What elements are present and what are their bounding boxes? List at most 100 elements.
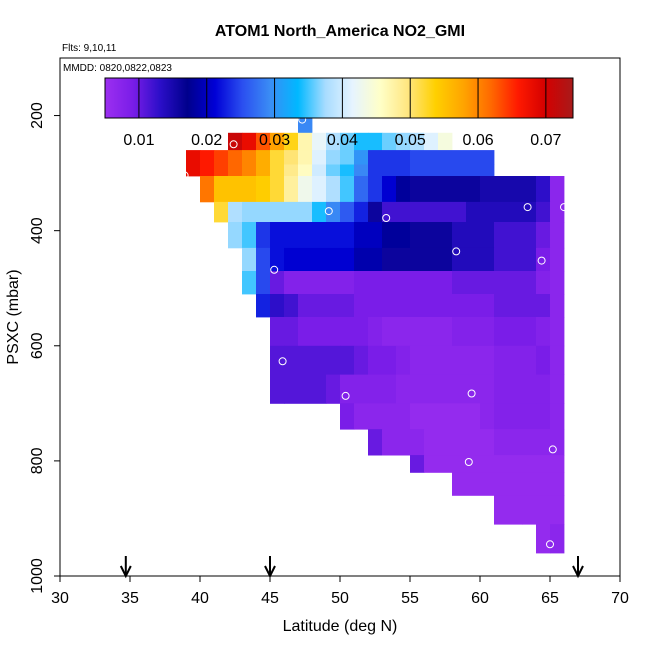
heatmap-cell bbox=[284, 294, 299, 318]
heatmap-cell bbox=[256, 271, 271, 295]
colorbar bbox=[104, 77, 574, 119]
heatmap-cell bbox=[494, 374, 537, 404]
heatmap-cell bbox=[340, 132, 355, 151]
heatmap-cell bbox=[284, 222, 355, 249]
heatmap-cell bbox=[536, 403, 551, 430]
heatmap-cell bbox=[536, 345, 551, 375]
heatmap-cell bbox=[466, 201, 537, 223]
flight-arrow-head bbox=[119, 565, 132, 579]
heatmap-cell bbox=[382, 429, 425, 456]
heatmap-cell bbox=[354, 345, 369, 375]
chart-subtitle: Flts: 9,10,11 bbox=[62, 43, 117, 54]
heatmap-cell bbox=[368, 403, 411, 430]
heatmap-cell bbox=[340, 176, 355, 203]
heatmap-cell bbox=[522, 495, 565, 525]
heatmap-cell bbox=[354, 294, 453, 318]
heatmap-cell bbox=[242, 176, 257, 203]
heatmap-cell bbox=[284, 317, 299, 347]
heatmap-cell bbox=[368, 176, 383, 203]
heatmap-cell bbox=[550, 201, 565, 223]
heatmap-cell bbox=[396, 176, 411, 203]
heatmap-cell bbox=[382, 201, 467, 223]
heatmap-cell bbox=[284, 345, 341, 375]
heatmap-cell bbox=[368, 201, 383, 223]
heatmap-cell bbox=[396, 374, 495, 404]
colorbar-tick-label: 0.05 bbox=[395, 132, 426, 149]
heatmap-cell bbox=[536, 294, 551, 318]
heatmap-cell bbox=[298, 176, 313, 203]
colorbar-tick-label: 0.03 bbox=[259, 132, 290, 149]
heatmap-cell bbox=[200, 164, 215, 177]
y-tick-label: 400 bbox=[29, 217, 46, 244]
heatmap-cell bbox=[550, 271, 565, 295]
heatmap-cell bbox=[228, 132, 243, 151]
heatmap-cell bbox=[340, 374, 397, 404]
heatmap-cell bbox=[256, 222, 271, 249]
heatmap-cell bbox=[410, 222, 453, 249]
observation-circle bbox=[560, 203, 568, 212]
x-tick-label: 50 bbox=[331, 590, 349, 607]
heatmap-cell bbox=[452, 247, 495, 272]
heatmap-cell bbox=[340, 345, 355, 375]
heatmap-cell bbox=[550, 345, 565, 375]
x-tick-label: 60 bbox=[471, 590, 489, 607]
heatmap-cell bbox=[410, 150, 495, 165]
observation-circle bbox=[452, 247, 461, 256]
heatmap-cell bbox=[242, 222, 257, 249]
heatmap-cell bbox=[536, 455, 565, 473]
observation-circle bbox=[359, 119, 368, 127]
heatmap-cell bbox=[536, 222, 551, 249]
heatmap-cell bbox=[214, 164, 229, 177]
heatmap-cell bbox=[368, 429, 383, 456]
heatmap-cell bbox=[452, 294, 495, 318]
heatmap-cell bbox=[550, 374, 565, 404]
heatmap-cell bbox=[284, 374, 327, 404]
heatmap-cell bbox=[410, 403, 481, 430]
heatmap-cell bbox=[452, 472, 495, 496]
heatmap-cell bbox=[242, 271, 257, 295]
heatmap-cell bbox=[354, 176, 369, 203]
heatmap-cell bbox=[382, 247, 453, 272]
heatmap-cell bbox=[480, 403, 495, 430]
heatmap-cell bbox=[536, 524, 551, 554]
heatmap-cell bbox=[270, 294, 285, 318]
heatmap-cells bbox=[186, 92, 565, 554]
heatmap-cell bbox=[186, 150, 201, 165]
heatmap-cell bbox=[312, 150, 327, 165]
heatmap-cell bbox=[340, 317, 369, 347]
heatmap-cell bbox=[284, 150, 299, 165]
heatmap-cell bbox=[410, 176, 481, 203]
observation-circle bbox=[523, 203, 532, 212]
heatmap-cell bbox=[270, 150, 285, 165]
heatmap-cell bbox=[368, 345, 397, 375]
heatmap-cell bbox=[550, 247, 565, 272]
colorbar-tick-label: 0.06 bbox=[462, 132, 493, 149]
colorbar-ticks: 0.01 0.02 0.03 0.04 0.05 0.06 0.07 bbox=[123, 78, 562, 149]
heatmap-cell bbox=[354, 222, 383, 249]
heatmap-cell bbox=[354, 164, 369, 177]
heatmap-cell bbox=[284, 164, 299, 177]
heatmap-cell bbox=[494, 317, 537, 347]
heatmap-cell bbox=[242, 164, 257, 177]
observation-circle bbox=[382, 214, 391, 222]
heatmap-cell bbox=[270, 247, 285, 272]
heatmap-cell bbox=[424, 429, 495, 456]
heatmap-cell bbox=[312, 132, 327, 151]
heatmap-cell bbox=[368, 132, 383, 151]
heatmap-cell bbox=[368, 164, 411, 177]
y-tick-label: 800 bbox=[29, 447, 46, 474]
heatmap-cell bbox=[452, 222, 495, 249]
heatmap-cell bbox=[326, 374, 341, 404]
heatmap-cell bbox=[536, 201, 551, 223]
heatmap-cell bbox=[214, 150, 229, 165]
heatmap-cell bbox=[228, 150, 243, 165]
heatmap-cell bbox=[242, 247, 257, 272]
x-tick-label: 65 bbox=[541, 590, 559, 607]
heatmap-cell bbox=[312, 164, 327, 177]
heatmap-cell bbox=[270, 164, 285, 177]
heatmap-cell bbox=[438, 132, 453, 151]
heatmap-cell bbox=[326, 176, 341, 203]
heatmap-cell bbox=[228, 201, 243, 223]
observation-circle bbox=[546, 540, 554, 549]
